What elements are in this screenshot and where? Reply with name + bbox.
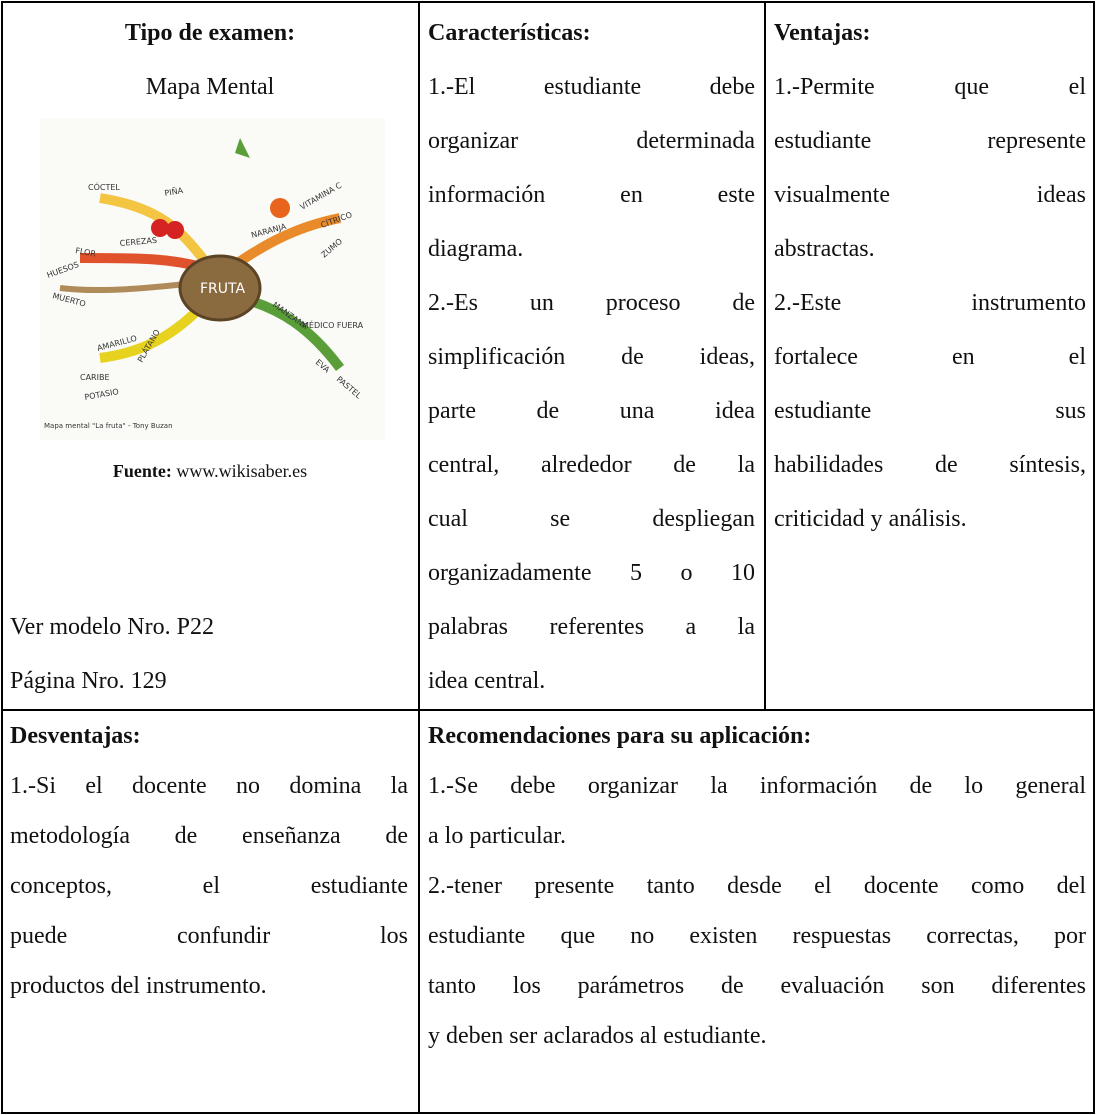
basket bbox=[178, 254, 262, 322]
text-line: a lo particular. bbox=[428, 823, 566, 849]
text-line: conceptos, el estudiante bbox=[10, 873, 408, 899]
border bbox=[1, 709, 1095, 711]
text-line: 1.-El estudiante debe bbox=[428, 74, 755, 100]
cell-header: Desventajas: bbox=[10, 723, 141, 749]
map-label: CEREZAS bbox=[119, 236, 157, 248]
map-label: CARIBE bbox=[80, 373, 110, 382]
text-line: idea central. bbox=[428, 668, 546, 694]
text-line: fortalece en el bbox=[774, 344, 1086, 370]
source-label: Fuente: bbox=[112, 461, 172, 481]
text-line: 1.-Permite que el bbox=[774, 74, 1086, 100]
map-center: FRUTA bbox=[200, 281, 245, 297]
mind-map-image: CÓCTEL PIÑAFLORCEREZASHUESOSMUERTONARANJA… bbox=[40, 118, 385, 440]
text-line: central, alrededor de la bbox=[428, 452, 755, 478]
text-line: información en este bbox=[428, 182, 755, 208]
image-caption: Mapa mental "La fruta" - Tony Buzan bbox=[44, 422, 173, 430]
branch bbox=[99, 304, 204, 363]
text-line: organizadamente 5 o 10 bbox=[428, 560, 755, 586]
cell-header: Recomendaciones para su aplicación: bbox=[428, 723, 812, 749]
text-line: metodología de enseñanza de bbox=[10, 823, 408, 849]
fruit bbox=[166, 221, 184, 239]
text-line: estudiante que no existen respuestas cor… bbox=[428, 923, 1086, 949]
tipo-cell: Tipo de examen: Mapa Mental CÓCTEL PIÑA FL… bbox=[3, 6, 417, 709]
ventajas-cell: Ventajas: 1.-Permite que el estudiante rep… bbox=[774, 6, 1086, 546]
text-line: parte de una idea bbox=[428, 398, 755, 424]
text-line: 2.-Es un proceso de bbox=[428, 290, 755, 316]
text-line: palabras referentes a la bbox=[428, 614, 755, 640]
fruit bbox=[151, 219, 169, 237]
text-line: criticidad y análisis. bbox=[774, 506, 967, 532]
border bbox=[1093, 1, 1095, 1113]
text-line: 2.-tener presente tanto desde el docente… bbox=[428, 873, 1086, 899]
text-line: 2.-Este instrumento bbox=[774, 290, 1086, 316]
text-line: 1.-Si el docente no domina la bbox=[10, 773, 408, 799]
fruit bbox=[270, 198, 290, 218]
text-line: organizar determinada bbox=[428, 128, 755, 154]
text-line: estudiante sus bbox=[774, 398, 1086, 424]
source: Fuente: www.wikisaber.es bbox=[3, 461, 417, 482]
text-line: visualmente ideas bbox=[774, 182, 1086, 208]
text-line: cual se despliegan bbox=[428, 506, 755, 532]
text-line: tanto los parámetros de evaluación son d… bbox=[428, 973, 1086, 999]
fruit bbox=[235, 138, 250, 158]
cell-header: Características: bbox=[428, 20, 591, 46]
map-label: CÓCTEL bbox=[88, 181, 120, 192]
cell-header: Tipo de examen: bbox=[124, 20, 296, 46]
border bbox=[764, 1, 766, 710]
map-label: PIÑA bbox=[164, 185, 185, 198]
text-line: 1.-Se debe organizar la información de l… bbox=[428, 773, 1086, 799]
border bbox=[1, 1112, 1095, 1114]
text-line: simplificación de ideas, bbox=[428, 344, 755, 370]
border bbox=[418, 1, 420, 1113]
page-ref: Página Nro. 129 bbox=[10, 668, 167, 694]
map-label: FLOR bbox=[75, 246, 97, 259]
text-line: estudiante represente bbox=[774, 128, 1086, 154]
model-ref: Ver modelo Nro. P22 bbox=[10, 614, 214, 640]
caracteristicas-cell: Características: 1.-El estudiante debe org… bbox=[428, 6, 755, 708]
text-line: abstractas. bbox=[774, 236, 875, 262]
text-line: habilidades de síntesis, bbox=[774, 452, 1086, 478]
cell-header: Ventajas: bbox=[774, 20, 871, 46]
recomendaciones-cell: Recomendaciones para su aplicación: 1.-Se… bbox=[428, 711, 1086, 1061]
text-line: puede confundir los bbox=[10, 923, 408, 949]
desventajas-cell: Desventajas: 1.-Si el docente no domina l… bbox=[10, 711, 408, 1011]
text-line: productos del instrumento. bbox=[10, 973, 267, 999]
exam-name: Mapa Mental bbox=[145, 74, 275, 100]
map-label: MÉDICO FUERA bbox=[302, 319, 364, 330]
text-line: diagrama. bbox=[428, 236, 524, 262]
border bbox=[1, 1, 1095, 3]
text-line: y deben ser aclarados al estudiante. bbox=[428, 1023, 767, 1049]
source-url: www.wikisaber.es bbox=[176, 461, 308, 481]
border bbox=[1, 1, 3, 1113]
